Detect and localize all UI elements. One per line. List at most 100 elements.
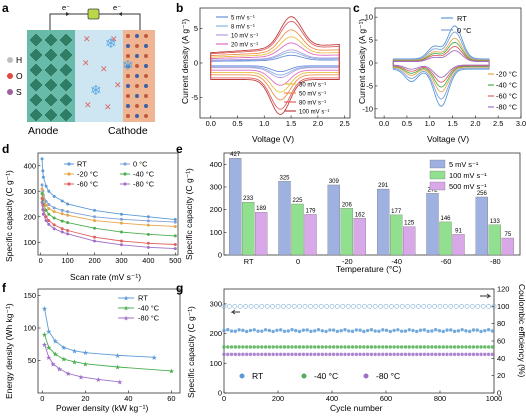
y-tick-label: 120 bbox=[497, 285, 509, 294]
bar bbox=[242, 202, 255, 256]
panel-c-y-ticks: 10 5 0 -5 -10 bbox=[362, 13, 378, 113]
efficiency-point bbox=[221, 303, 227, 309]
data-point bbox=[66, 221, 70, 225]
legend-marker bbox=[363, 373, 369, 379]
data-point bbox=[60, 208, 64, 212]
capacity-point bbox=[449, 328, 453, 332]
electron-label-right: e⁻ bbox=[113, 3, 121, 12]
y-tick-label: 0 bbox=[218, 251, 222, 260]
data-point bbox=[60, 199, 64, 203]
data-point bbox=[119, 221, 123, 225]
data-point bbox=[146, 215, 150, 219]
cathode-atom bbox=[126, 94, 130, 98]
efficiency-point bbox=[372, 303, 378, 309]
panel-g-series bbox=[221, 303, 497, 357]
y-tick-label: 400 bbox=[24, 161, 36, 170]
x-tick-label: 400 bbox=[326, 394, 338, 403]
panel-c-frame bbox=[374, 7, 522, 119]
panel-g-x-ticks: 0 200 400 600 800 1000 bbox=[222, 390, 502, 403]
data-point bbox=[146, 241, 150, 245]
capacity-point bbox=[335, 345, 340, 349]
efficiency-point bbox=[227, 303, 232, 309]
capacity-point bbox=[490, 352, 495, 357]
capacity-point bbox=[441, 329, 445, 334]
capacity-point bbox=[468, 352, 472, 357]
bar bbox=[229, 158, 242, 256]
efficiency-point bbox=[410, 303, 416, 309]
legend-label: RT bbox=[457, 14, 467, 23]
capacity-point bbox=[479, 345, 483, 349]
capacity-point bbox=[437, 352, 442, 357]
panel-c-xlabel: Voltage (V) bbox=[427, 134, 469, 144]
capacity-point bbox=[343, 328, 347, 332]
capacity-point bbox=[377, 352, 381, 357]
legend-marker bbox=[123, 162, 127, 166]
star-marker: ★ bbox=[71, 347, 77, 355]
legend-marker bbox=[67, 172, 71, 176]
data-point bbox=[119, 243, 123, 247]
y-tick-label: 300 bbox=[210, 183, 222, 192]
efficiency-point bbox=[437, 303, 443, 309]
x-tick-label: 1.0 bbox=[425, 119, 435, 128]
data-point bbox=[146, 219, 150, 223]
capacity-point bbox=[328, 345, 332, 349]
capacity-point bbox=[320, 329, 324, 333]
y-tick-label: -5 bbox=[366, 81, 373, 90]
star-marker: ★ bbox=[78, 373, 84, 381]
legend-marker bbox=[123, 182, 127, 186]
panel-d: d RT 0 °C-20 °C -40 °C-60 °C -80 °C 0 100 200… bbox=[2, 142, 181, 282]
snowflake-icons: ❄ ❄ ❄ bbox=[90, 35, 134, 98]
capacity-point bbox=[267, 328, 272, 333]
legend-H-dot bbox=[7, 57, 13, 63]
capacity-point bbox=[324, 329, 328, 334]
data-point bbox=[66, 202, 70, 206]
bar bbox=[390, 214, 403, 256]
efficiency-point bbox=[254, 303, 259, 309]
efficiency-point bbox=[237, 303, 243, 309]
capacity-point bbox=[267, 352, 272, 357]
legend-label: 100 mV s⁻¹ bbox=[449, 171, 487, 180]
capacity-point bbox=[244, 352, 249, 357]
capacity-point bbox=[479, 329, 483, 334]
star-marker: ★ bbox=[151, 354, 157, 362]
bar bbox=[475, 196, 488, 256]
capacity-point bbox=[430, 329, 434, 333]
capacity-point bbox=[475, 352, 479, 357]
capacity-point bbox=[483, 328, 487, 333]
bar-value-label: 177 bbox=[391, 209, 402, 215]
legend-label: -80 °C bbox=[496, 103, 518, 112]
cathode-label: Cathode bbox=[108, 125, 148, 137]
capacity-point bbox=[433, 328, 438, 332]
legend-label: 5 mV s⁻¹ bbox=[449, 160, 479, 169]
cathode-atom bbox=[135, 114, 139, 118]
panel-g-frame bbox=[223, 288, 495, 394]
bar-value-label: 325 bbox=[279, 175, 290, 181]
capacity-point bbox=[313, 352, 317, 357]
data-point bbox=[66, 229, 70, 233]
legend-marker bbox=[239, 373, 245, 379]
data-point bbox=[66, 232, 70, 236]
capacity-point bbox=[263, 352, 268, 357]
data-point bbox=[66, 213, 70, 217]
capacity-point bbox=[301, 352, 306, 357]
capacity-point bbox=[381, 352, 385, 357]
panel-g: g RT -40 °C -80 °C 0 200 400 600 800 1000 01002… bbox=[176, 281, 526, 413]
data-point bbox=[173, 243, 177, 247]
star-marker: ★ bbox=[61, 344, 67, 352]
capacity-point bbox=[222, 328, 226, 333]
ion-cross-icon: ✕ bbox=[114, 80, 122, 90]
bar-value-label: 233 bbox=[243, 196, 254, 202]
capacity-point bbox=[331, 328, 336, 332]
y-tick-label: 300 bbox=[24, 187, 36, 196]
legend-label: -80 °C bbox=[133, 180, 155, 189]
panel-g-letter: g bbox=[176, 281, 183, 295]
anode-octahedron bbox=[29, 48, 43, 62]
anode-octahedron bbox=[44, 108, 58, 122]
star-marker: ★ bbox=[52, 338, 58, 346]
capacity-point bbox=[388, 329, 393, 334]
cv-curve bbox=[392, 41, 490, 88]
anode-octahedron bbox=[44, 33, 58, 47]
data-point bbox=[40, 200, 44, 204]
right-axis-arrow-icon bbox=[480, 293, 492, 299]
